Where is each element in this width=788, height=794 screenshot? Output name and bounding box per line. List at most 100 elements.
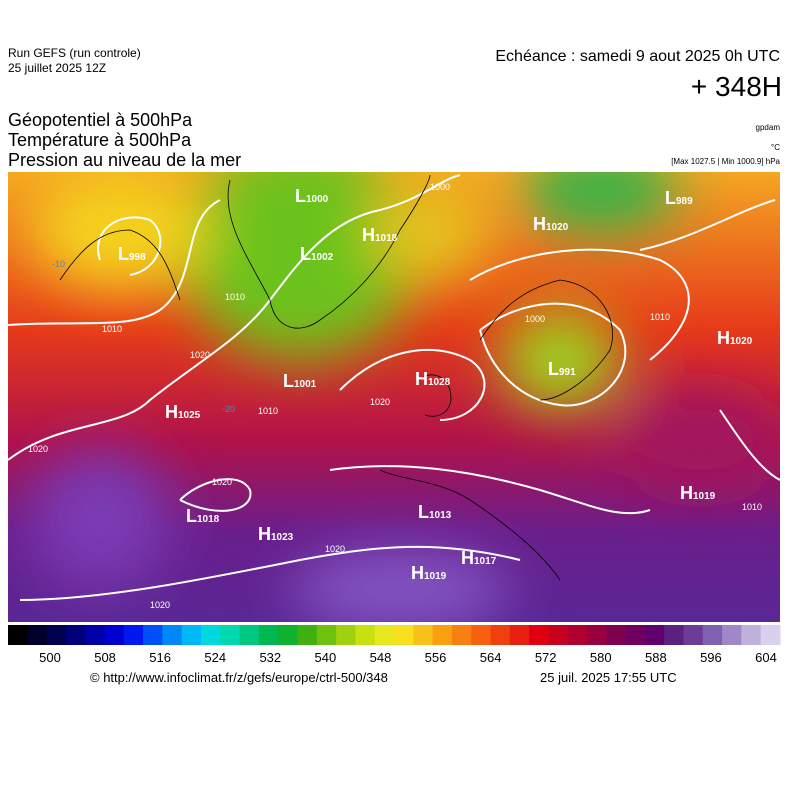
center-value: 1020: [730, 336, 753, 347]
center-kind: H: [362, 225, 375, 245]
center: L1013: [418, 502, 452, 522]
lead-time: + 348H: [691, 71, 782, 102]
center: L991: [548, 359, 576, 379]
colorbar-swatch: [162, 625, 183, 645]
colorbar-label: 500: [39, 650, 61, 665]
colorbar-swatch: [123, 625, 144, 645]
center-kind: L: [295, 186, 306, 206]
colorbar-swatch: [760, 625, 781, 645]
colorbar-swatch: [297, 625, 318, 645]
source-url: © http://www.infoclimat.fr/z/gefs/europe…: [90, 670, 388, 685]
colorbar-swatch: [625, 625, 646, 645]
colorbar-label: 532: [259, 650, 281, 665]
center: H1018: [362, 225, 398, 245]
center: L1000: [295, 186, 329, 206]
colorbar-label: 556: [425, 650, 447, 665]
colorbar-swatch: [65, 625, 86, 645]
center: H1028: [415, 369, 451, 389]
unit: gpdam: [756, 123, 781, 132]
colorbar-label: 540: [315, 650, 337, 665]
colorbar-label: 516: [149, 650, 171, 665]
colorbar-swatch: [258, 625, 279, 645]
contour-label: 1010: [258, 406, 278, 416]
center-value: 1019: [693, 491, 716, 502]
colorbar-swatch: [741, 625, 762, 645]
center-value: 1018: [197, 514, 220, 525]
colorbar-swatch: [104, 625, 125, 645]
generated-time: 25 juil. 2025 17:55 UTC: [540, 670, 677, 685]
center-kind: L: [665, 188, 676, 208]
center-kind: H: [717, 328, 730, 348]
contour-label: 1010: [650, 312, 670, 322]
colorbar-label: 580: [590, 650, 612, 665]
center: L1002: [300, 244, 334, 264]
center-kind: H: [165, 402, 178, 422]
colorbar-swatch: [451, 625, 472, 645]
center-kind: L: [300, 244, 311, 264]
contour-label: -20: [222, 404, 235, 414]
title: Géopotentiel à 500hPa: [8, 110, 193, 130]
center-kind: L: [283, 371, 294, 391]
center: L1018: [186, 506, 220, 526]
colorbar-swatch: [27, 625, 48, 645]
colorbar-swatch: [316, 625, 337, 645]
colorbar-swatch: [702, 625, 723, 645]
contour-label: 1010: [102, 324, 122, 334]
colorbar-label: 508: [94, 650, 116, 665]
unit: [Max 1027.5 | Min 1000.9] hPa: [671, 157, 780, 166]
contour-label: 1000: [430, 182, 450, 192]
center-value: 1013: [429, 510, 452, 521]
center: H1017: [461, 548, 497, 568]
title: Pression au niveau de la mer: [8, 150, 241, 170]
colorbar-swatch: [220, 625, 241, 645]
center: H1025: [165, 402, 201, 422]
center: H1020: [717, 328, 753, 348]
center: H1020: [533, 214, 569, 234]
center-value: 1002: [311, 252, 334, 263]
center: H1019: [411, 563, 447, 583]
colorbar-swatch: [85, 625, 105, 645]
colorbar-label: 524: [204, 650, 226, 665]
colorbar-swatch: [46, 625, 67, 645]
run: Run GEFS (run controle): [8, 46, 141, 60]
center: L998: [118, 244, 146, 264]
center-kind: H: [415, 369, 428, 389]
colorbar-swatch: [471, 625, 491, 645]
center-kind: H: [680, 483, 693, 503]
colorbar-swatch: [394, 625, 414, 645]
colorbar-swatch: [239, 625, 260, 645]
colorbar-swatch: [490, 625, 511, 645]
echeance: Echéance : samedi 9 aout 2025 0h UTC: [495, 48, 780, 65]
colorbar-swatch: [278, 625, 298, 645]
colorbar: 500 508 516 524 532 540 548 556 564 572 580 588 596 6…: [8, 625, 781, 665]
colorbar-label: 604: [755, 650, 777, 665]
colorbar-label: 596: [700, 650, 722, 665]
center-value: 991: [559, 367, 576, 378]
colorbar-label: 572: [535, 650, 557, 665]
map: [8, 172, 780, 622]
center-value: 1018: [375, 233, 398, 244]
contour-label: 1020: [28, 444, 48, 454]
center-kind: H: [461, 548, 474, 568]
colorbar-label: 564: [480, 650, 502, 665]
center-kind: H: [533, 214, 546, 234]
contour-label: 1020: [370, 397, 390, 407]
colorbar-swatch: [143, 625, 163, 645]
center-value: 1020: [546, 222, 569, 233]
center-kind: H: [258, 524, 271, 544]
center-kind: H: [411, 563, 424, 583]
center: H1019: [680, 483, 716, 503]
contour-label: 1020: [190, 350, 210, 360]
center-kind: L: [548, 359, 559, 379]
contour-label: -10: [52, 259, 65, 269]
center-value: 1017: [474, 556, 497, 567]
colorbar-label: 588: [645, 650, 667, 665]
center-value: 998: [129, 252, 146, 263]
run-date: 25 juillet 2025 12Z: [8, 61, 106, 75]
unit: °C: [771, 143, 780, 152]
colorbar-swatch: [181, 625, 202, 645]
colorbar-swatch: [644, 625, 665, 645]
colorbar-swatch: [355, 625, 376, 645]
center-value: 989: [676, 196, 693, 207]
